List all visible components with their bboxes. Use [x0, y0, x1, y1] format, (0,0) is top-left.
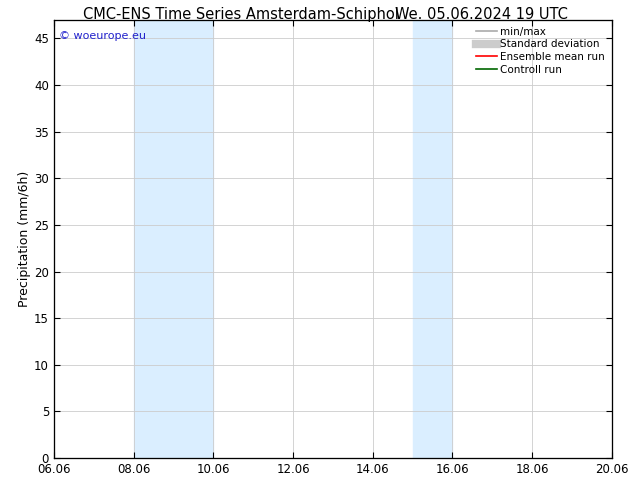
Bar — [174, 20, 213, 458]
Bar — [134, 20, 174, 458]
Text: © woeurope.eu: © woeurope.eu — [60, 30, 146, 41]
Text: We. 05.06.2024 19 UTC: We. 05.06.2024 19 UTC — [396, 7, 568, 23]
Text: CMC-ENS Time Series Amsterdam-Schiphol: CMC-ENS Time Series Amsterdam-Schiphol — [83, 7, 399, 23]
Bar — [432, 20, 453, 458]
Bar — [413, 20, 432, 458]
Y-axis label: Precipitation (mm/6h): Precipitation (mm/6h) — [18, 171, 31, 307]
Legend: min/max, Standard deviation, Ensemble mean run, Controll run: min/max, Standard deviation, Ensemble me… — [472, 23, 609, 79]
